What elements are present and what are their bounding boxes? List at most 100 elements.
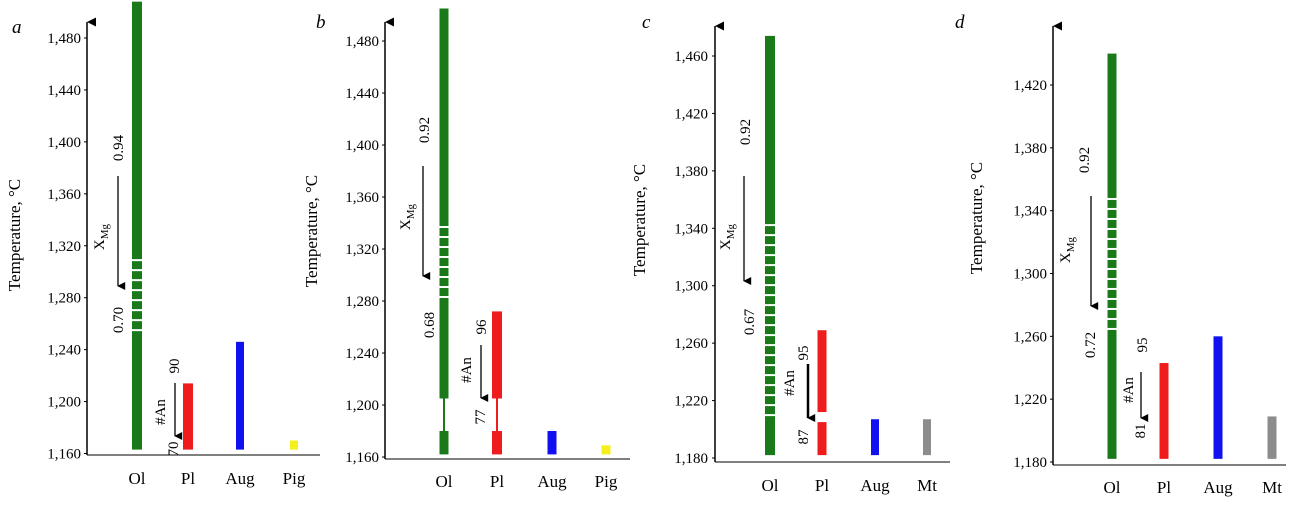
panel-c-ol-dash-gap [764, 354, 776, 357]
panel-d-ol-dash-gap [1106, 307, 1118, 310]
panel-b-bars [438, 8, 611, 455]
panel-b-tick-label-1280: 1,280 [345, 294, 379, 310]
panel-b-category-aug: Aug [537, 472, 567, 491]
panel-b-tick-label-1320: 1,320 [345, 242, 379, 258]
panel-c-tick-label-1260: 1,260 [674, 336, 708, 352]
panel-a-ol-dash-gap [131, 289, 143, 292]
panel-b-an-end: 77 [473, 409, 489, 425]
panel-d-an-end: 81 [1133, 424, 1149, 439]
panel-b-tick-label-1360: 1,360 [345, 190, 379, 206]
panel-c-ol-dash-gap [764, 314, 776, 317]
panel-d-mt-bar [1267, 416, 1277, 459]
panel-b-xmg-sub: Mg [405, 203, 417, 219]
panel-c-ol-dash-gap [764, 244, 776, 247]
panel-d-y-ticks: 1,180 1,220 1,260 1,300 1,340 1,380 1,420 [1013, 78, 1053, 471]
panel-c-tick-label-1460: 1,460 [674, 49, 708, 65]
panel-d-ol-dash-gap [1106, 257, 1118, 260]
panel-b-ol-dash-gap [438, 256, 450, 258]
panel-b-tick-label-1240: 1,240 [345, 346, 379, 362]
panel-c-category-aug: Aug [860, 476, 890, 495]
panel-d-category-pl: Pl [1157, 478, 1171, 497]
panel-c-category-pl: Pl [815, 476, 829, 495]
panel-b-ol-bar-segment-1 [439, 431, 449, 455]
panel-a-an-label: #An [153, 399, 169, 425]
panel-d-xmg-end: 0.72 [1083, 332, 1099, 358]
panel-b-y-axis-title: Temperature, °C [302, 175, 321, 287]
panel-b-tick-label-1400: 1,400 [345, 138, 379, 154]
panel-a-ol-dash-gap [131, 279, 143, 282]
panel-d-ol-dash-gap [1106, 217, 1118, 220]
panel-b-tick-label-1480: 1,480 [345, 34, 379, 50]
panel-c-ol-dash-gap [764, 414, 776, 417]
panel-c-bars [764, 35, 931, 456]
panel-b: b Temperature, °C 1,1601,2001,2401,2801,… [302, 8, 630, 491]
panel-d-bars [1106, 53, 1277, 459]
panel-c-ol-dash-gap [764, 234, 776, 237]
panel-c-an-annotation: 95 #An 87 [782, 346, 816, 445]
panel-b-xmg-x: X [398, 219, 414, 230]
panel-d-tick-label-1220: 1,220 [1013, 392, 1047, 408]
panel-a-category-ol: Ol [129, 469, 146, 488]
panel-b-ol-dash-gap [438, 246, 450, 248]
panel-c-tick-label-1220: 1,220 [674, 394, 708, 410]
panel-a-category-pl: Pl [181, 469, 195, 488]
panel-c-ol-dash-gap [764, 274, 776, 277]
panel-b-category-pl: Pl [490, 472, 504, 491]
panel-c-ol-dash-gap [764, 254, 776, 257]
panel-d-letter: d [955, 12, 965, 33]
panel-d-tick-label-1340: 1,340 [1013, 204, 1047, 220]
panel-d-ol-dash-gap [1106, 247, 1118, 250]
panel-b-categories: Ol Pl Aug Pig [436, 472, 618, 491]
panel-c-ol-dash-gap [764, 344, 776, 347]
panel-b-aug-bar [547, 431, 557, 455]
panel-a-tick-label-1240: 1,240 [47, 343, 81, 359]
panel-d-tick-label-1420: 1,420 [1013, 78, 1047, 94]
panel-d-ol-dash-gap [1106, 287, 1118, 290]
panel-c-tick-label-1420: 1,420 [674, 106, 708, 122]
panel-a-tick-label-1440: 1,440 [47, 83, 81, 99]
panel-b-y-ticks: 1,160 1,200 1,240 1,280 1,320 1,360 1,400 1,440… [345, 34, 385, 466]
panel-a-aug-bar [236, 341, 244, 450]
panel-b-xmg-end: 0.68 [422, 312, 438, 338]
panel-b-pl-bar-segment-1 [492, 431, 502, 455]
panel-c-letter: c [642, 12, 651, 33]
panel-d-ol-dash-gap [1106, 327, 1118, 330]
panel-a-tick-label-1480: 1,480 [47, 31, 81, 47]
panel-c-ol-dash-gap [764, 394, 776, 397]
panel-c-xmg-annotation: 0.92 XMg 0.67 [718, 119, 758, 335]
panel-b-tick-label-1160: 1,160 [345, 450, 379, 466]
panel-c-y-ticks: 1,180 1,220 1,260 1,300 1,340 1,380 1,420 1,460 [674, 49, 715, 467]
panel-c-y-axis-title: Temperature, °C [630, 164, 649, 276]
panel-a-xmg-end: 0.70 [111, 307, 127, 333]
panel-d-ol-dash-gap [1106, 197, 1118, 200]
panel-b-tick-label-1200: 1,200 [345, 398, 379, 414]
panel-d-ol-dash-gap [1106, 237, 1118, 240]
panel-a-tick-label-1400: 1,400 [47, 135, 81, 151]
panel-c-ol-dash-gap [764, 324, 776, 327]
panel-c-ol-dash-gap [764, 404, 776, 407]
panel-b-an-annotation: 96 #An 77 [459, 319, 490, 425]
panel-c-an-label: #An [782, 370, 798, 396]
panel-b-an-start: 96 [474, 319, 490, 335]
panel-a: a Temperature, °C 1,1601,2001,2401,2801,… [5, 1, 320, 488]
panel-c-category-mt: Mt [917, 476, 937, 495]
panel-d-category-aug: Aug [1203, 478, 1233, 497]
panel-c-ol-dash-gap [764, 334, 776, 337]
panel-a-y-axis-title: Temperature, °C [5, 179, 24, 291]
panel-a-an-end: 70 [166, 442, 182, 457]
panel-d-xmg-start: 0.92 [1077, 147, 1093, 173]
panel-a-ol-dash-gap [131, 309, 143, 312]
panel-a-category-aug: Aug [225, 469, 255, 488]
panel-d-xmg-label: XMg [1058, 236, 1077, 263]
panel-c-categories: Ol Pl Aug Mt [762, 476, 938, 495]
panel-d-ol-dash-gap [1106, 297, 1118, 300]
panel-b-tick-label-1440: 1,440 [345, 86, 379, 102]
panel-b-ol-dash-gap [438, 236, 450, 238]
panel-a-tick-label-1200: 1,200 [47, 395, 81, 411]
panel-a-an-annotation: 90 #An 70 [153, 359, 183, 457]
panel-b-letter: b [316, 12, 326, 33]
panel-d-ol-dash-gap [1106, 227, 1118, 230]
panel-d-category-ol: Ol [1104, 478, 1121, 497]
panel-d-tick-label-1380: 1,380 [1013, 141, 1047, 157]
